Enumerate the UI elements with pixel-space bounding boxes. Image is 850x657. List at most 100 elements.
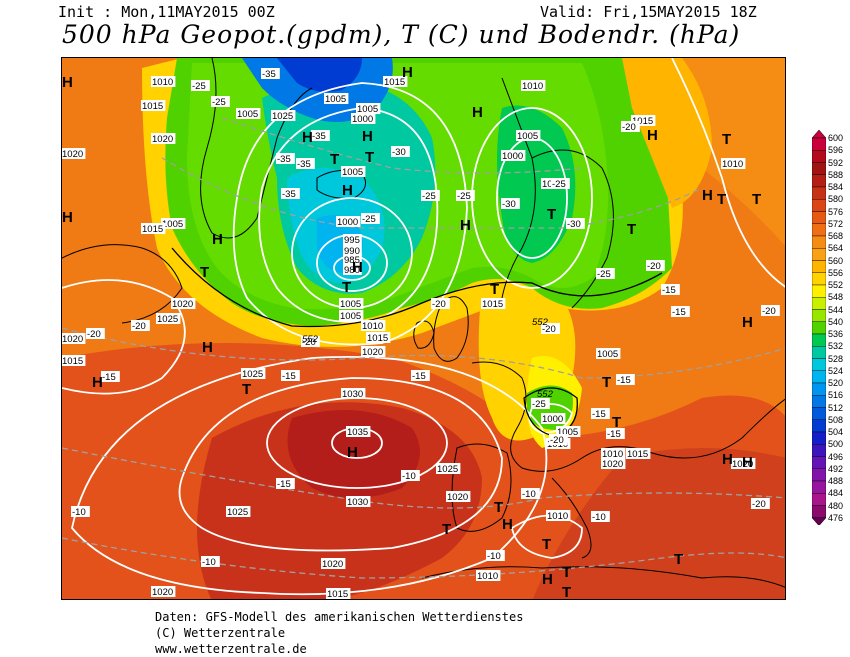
isobar-label: 1015 bbox=[481, 298, 506, 310]
svg-text:T: T bbox=[342, 279, 351, 296]
isobar-label: 1010 bbox=[361, 320, 386, 332]
low-pressure-marker: T bbox=[674, 551, 683, 568]
colorbar-level-label: 524 bbox=[828, 365, 844, 376]
colorbar-level-label: 552 bbox=[828, 280, 844, 290]
svg-text:1010: 1010 bbox=[602, 449, 623, 460]
isobar-label: 1005 bbox=[341, 166, 366, 178]
high-pressure-marker: H bbox=[342, 182, 353, 199]
low-pressure-marker: T bbox=[242, 381, 251, 398]
svg-text:1025: 1025 bbox=[157, 314, 178, 325]
isotherm-label: -15 bbox=[616, 374, 635, 386]
svg-text:T: T bbox=[612, 414, 621, 431]
isotherm-label: -35 bbox=[281, 188, 300, 200]
isobar-label: 1020 bbox=[62, 148, 86, 160]
svg-text:-35: -35 bbox=[312, 131, 326, 142]
footer-line-3: www.wetterzentrale.de bbox=[155, 642, 307, 656]
svg-text:1005: 1005 bbox=[557, 427, 578, 438]
isotherm-label: -20 bbox=[541, 323, 560, 335]
isotherm-label: -10 bbox=[71, 506, 90, 518]
isotherm-label: -20 bbox=[646, 260, 665, 272]
svg-text:1010: 1010 bbox=[362, 321, 383, 332]
isobar-label: 1020 bbox=[151, 586, 176, 598]
svg-text:-10: -10 bbox=[72, 507, 86, 518]
svg-text:1020: 1020 bbox=[62, 149, 83, 160]
svg-text:1020: 1020 bbox=[447, 492, 468, 503]
isobar-label: 1010 bbox=[151, 76, 176, 88]
isotherm-label: -25 bbox=[361, 213, 380, 225]
low-pressure-marker: T bbox=[752, 191, 761, 208]
svg-text:T: T bbox=[602, 374, 611, 391]
svg-text:H: H bbox=[302, 129, 313, 146]
isotherm-label: -15 bbox=[591, 408, 610, 420]
isobar-label: 980 bbox=[343, 264, 362, 276]
svg-text:T: T bbox=[627, 221, 636, 238]
svg-text:H: H bbox=[62, 74, 73, 91]
isobar-label: 1005 bbox=[236, 108, 261, 120]
colorbar-swatch bbox=[811, 468, 827, 482]
isotherm-label: -20 bbox=[751, 498, 770, 510]
svg-text:-35: -35 bbox=[277, 154, 291, 165]
colorbar-swatch bbox=[811, 395, 827, 408]
svg-text:H: H bbox=[402, 64, 413, 81]
svg-text:T: T bbox=[365, 149, 374, 166]
isotherm-5 bbox=[62, 537, 785, 579]
svg-text:T: T bbox=[717, 191, 726, 208]
isotherm-3 bbox=[161, 157, 703, 229]
field-hot-core2 bbox=[287, 410, 420, 498]
colorbar-level-label: 500 bbox=[828, 439, 844, 450]
isobar-low-4 bbox=[258, 107, 439, 323]
isobar-label: 1015 bbox=[326, 588, 351, 599]
svg-text:-25: -25 bbox=[212, 97, 226, 108]
svg-text:-20: -20 bbox=[752, 499, 766, 510]
isobar-high-3 bbox=[178, 377, 503, 552]
svg-text:-15: -15 bbox=[662, 285, 676, 296]
svg-text:1020: 1020 bbox=[362, 347, 383, 358]
isotherm-label: -25 bbox=[596, 268, 615, 280]
svg-text:-20: -20 bbox=[762, 306, 776, 317]
isobar-label: 1020 bbox=[601, 458, 626, 470]
svg-text:-20: -20 bbox=[132, 321, 146, 332]
isotherm-label: -15 bbox=[606, 428, 625, 440]
svg-text:-25: -25 bbox=[362, 214, 376, 225]
svg-text:H: H bbox=[352, 259, 363, 276]
isobar-label: 1020 bbox=[321, 558, 346, 570]
field-warm-se bbox=[532, 448, 785, 599]
colorbar-level-label: 492 bbox=[828, 463, 844, 474]
high-pressure-marker: H bbox=[647, 127, 658, 144]
svg-text:H: H bbox=[62, 209, 73, 226]
colorbar-level-label: 496 bbox=[828, 451, 844, 462]
svg-text:H: H bbox=[342, 182, 353, 199]
colorbar-level-label: 536 bbox=[828, 329, 844, 339]
svg-text:1030: 1030 bbox=[342, 389, 363, 400]
colorbar-level-label: 508 bbox=[828, 414, 844, 425]
isotherm-label: -10 bbox=[201, 556, 220, 568]
svg-text:H: H bbox=[92, 374, 103, 391]
isotherm-label: -15 bbox=[411, 370, 430, 382]
coast-canada bbox=[62, 244, 183, 324]
low-pressure-marker: T bbox=[494, 499, 503, 516]
svg-text:H: H bbox=[202, 339, 213, 356]
svg-text:H: H bbox=[742, 314, 753, 331]
isotherm-label: -15 bbox=[661, 284, 680, 296]
contour-labels: 552 552 552 bbox=[302, 317, 554, 400]
isobar-label: 1005 bbox=[324, 93, 349, 105]
colorbar-swatch bbox=[811, 309, 827, 322]
svg-text:990: 990 bbox=[344, 246, 360, 257]
low-pressure-marker: T bbox=[602, 374, 611, 391]
svg-text:-35: -35 bbox=[282, 189, 296, 200]
svg-text:T: T bbox=[542, 536, 551, 553]
isobar-label: 1020 bbox=[171, 298, 196, 310]
svg-text:-25: -25 bbox=[457, 191, 471, 202]
isobar-label: 1000 bbox=[501, 150, 526, 162]
isobar-label: 1015 bbox=[626, 448, 651, 460]
isobar-label: 1000 bbox=[351, 113, 376, 125]
svg-text:1015: 1015 bbox=[632, 116, 653, 127]
isobar-label: 985 bbox=[343, 254, 362, 266]
isotherm-label: -15 bbox=[281, 370, 300, 382]
low-pressure-marker: T bbox=[442, 521, 451, 538]
low-pressure-marker: T bbox=[627, 221, 636, 238]
isobar-label: 990 bbox=[343, 245, 362, 257]
svg-text:1025: 1025 bbox=[242, 369, 263, 380]
colorbar-level-label: 556 bbox=[828, 267, 844, 278]
